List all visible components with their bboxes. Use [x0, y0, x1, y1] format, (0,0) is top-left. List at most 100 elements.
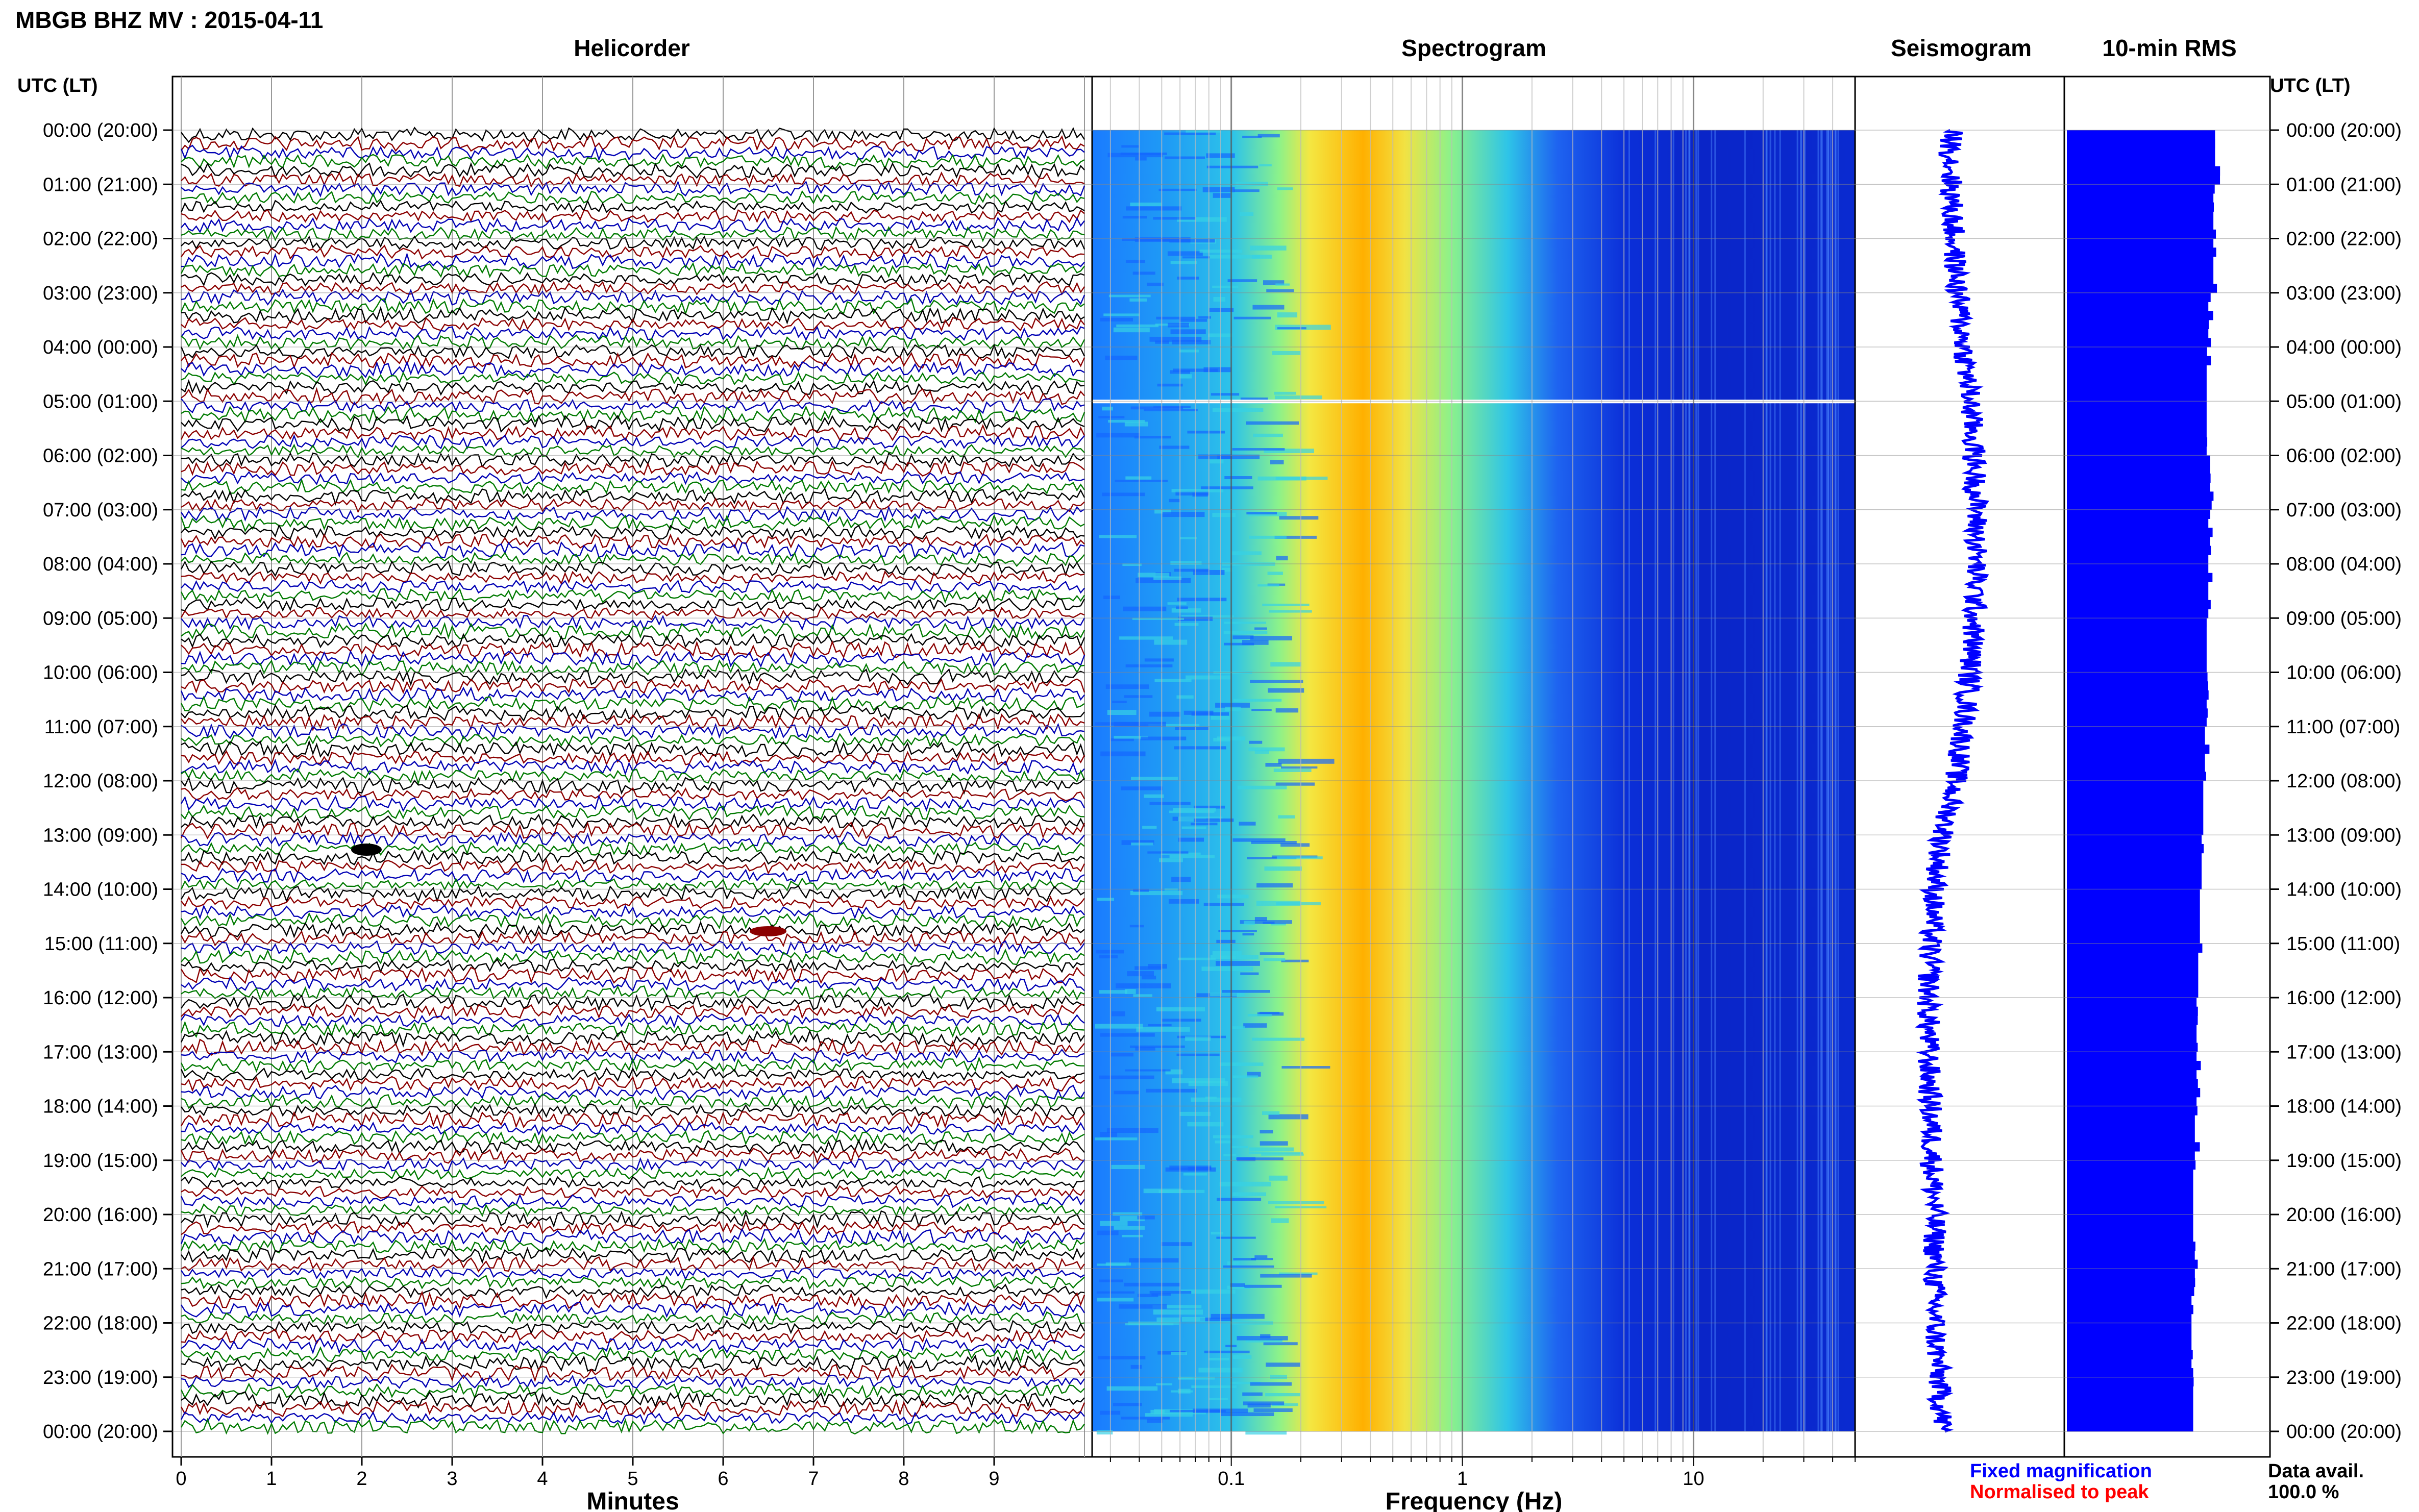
rms-subbar — [2067, 745, 2210, 754]
rms-subbar — [2067, 546, 2211, 555]
helicorder-trace — [181, 1283, 1085, 1299]
helicorder-trace — [181, 434, 1085, 450]
spectrogram-texture — [1275, 782, 1315, 786]
spectrogram-texture — [1254, 1255, 1268, 1258]
rms-subbar — [2067, 130, 2212, 140]
spectrogram-texture — [1133, 888, 1149, 892]
time-label-right: 13:00 (09:00) — [2286, 825, 2402, 846]
spectrogram-texture — [1149, 336, 1202, 342]
time-label-right: 11:00 (07:00) — [2286, 716, 2400, 738]
rms-subbar — [2067, 871, 2200, 881]
spectrogram-texture — [1132, 271, 1155, 275]
time-label-right: 04:00 (00:00) — [2286, 337, 2402, 358]
spectrogram-texture — [1110, 1053, 1133, 1057]
spectrogram-texture — [1208, 1357, 1229, 1360]
helicorder-trace — [181, 1185, 1085, 1199]
spectrogram-texture — [1186, 130, 1222, 133]
spectrogram-texture — [1223, 1154, 1237, 1156]
time-label-right: 15:00 (11:00) — [2286, 933, 2400, 955]
time-label-left: 22:00 (18:00) — [43, 1313, 158, 1334]
helicorder-xtick-label: 5 — [627, 1468, 638, 1490]
spectrogram-texture — [1257, 584, 1279, 587]
spectrogram-texture — [1179, 318, 1207, 322]
helicorder-trace — [180, 1418, 1085, 1435]
spectrogram-texture — [1224, 622, 1266, 624]
spectrogram-texture — [1232, 1355, 1252, 1359]
helicorder-trace — [181, 1364, 1085, 1382]
spectrogram-texture — [1245, 1339, 1282, 1343]
spectrogram-texture — [1153, 406, 1191, 408]
rms-subbar — [2067, 383, 2205, 393]
helicorder-trace — [181, 659, 1085, 677]
helicorder-trace — [181, 776, 1085, 795]
spectrogram-texture — [1188, 1167, 1212, 1171]
helicorder-trace — [180, 200, 1085, 214]
helicorder-trace — [181, 1093, 1085, 1110]
spectrogram-texture — [1205, 1096, 1217, 1099]
spectrogram-texture — [1254, 750, 1269, 754]
time-axes: 00:00 (20:00) 00:00 (20:00) 01:00 (21:00) 0… — [43, 120, 2402, 1443]
spectrogram-texture — [1111, 1164, 1145, 1170]
spectrogram-texture — [1211, 1231, 1223, 1235]
spectrogram-texture — [1271, 1218, 1289, 1223]
seismogram-title: Seismogram — [1891, 35, 2032, 61]
spectrogram-texture — [1275, 283, 1290, 286]
time-label-left: 01:00 (21:00) — [43, 174, 158, 195]
spectrogram-texture — [1130, 891, 1183, 896]
helicorder-trace — [180, 686, 1085, 704]
spectrogram-texture — [1187, 430, 1225, 434]
helicorder-trace — [181, 478, 1085, 495]
spectrogram-texture — [1275, 476, 1328, 480]
spectrogram-texture — [1099, 990, 1127, 994]
rms-subbar — [2067, 1097, 2194, 1106]
time-label-left: 09:00 (05:00) — [43, 608, 158, 629]
rms-subbar — [2067, 979, 2195, 989]
spectrogram-texture — [1125, 476, 1152, 480]
time-label-left: 05:00 (01:00) — [43, 391, 158, 412]
helicorder-trace — [181, 470, 1085, 486]
rms-subbar — [2067, 681, 2208, 691]
rms-subbar — [2067, 934, 2200, 944]
spectrogram-texture — [1213, 1135, 1253, 1138]
time-label-left: 16:00 (12:00) — [43, 987, 158, 1009]
spectrogram-texture — [1095, 1137, 1138, 1141]
spectrogram-texture — [1244, 921, 1255, 925]
spectrogram-texture — [1134, 436, 1171, 439]
helicorder-trace — [181, 551, 1085, 567]
spectrogram-texture — [1171, 608, 1201, 613]
time-label-left: 06:00 (02:00) — [43, 445, 158, 467]
helicorder-trace — [181, 940, 1085, 956]
time-label-left: 14:00 (10:00) — [43, 879, 158, 901]
rms-subbar — [2067, 1277, 2195, 1287]
spectrogram-texture — [1266, 289, 1294, 292]
helicorder-trace — [181, 1220, 1085, 1236]
rms-subbar — [2067, 1386, 2192, 1396]
rms-subbar — [2067, 943, 2203, 953]
spectrogram-xlabel: Frequency (Hz) — [1386, 1488, 1563, 1512]
spectrogram-texture — [1124, 1282, 1180, 1287]
spectrogram-texture — [1213, 193, 1231, 198]
rms-subbar — [2067, 464, 2209, 474]
rms-subbar — [2067, 735, 2203, 745]
spectrogram-texture — [1251, 709, 1272, 711]
rms-subbar — [2067, 139, 2215, 148]
spectrogram-texture — [1176, 695, 1194, 699]
seismogram-panel — [1854, 76, 2065, 1458]
spectrogram-texture — [1245, 1431, 1287, 1435]
spectrogram-texture — [1270, 460, 1284, 464]
spectrogram-texture — [1100, 1221, 1128, 1226]
time-label-right: 05:00 (01:00) — [2286, 391, 2402, 412]
helicorder-trace — [181, 614, 1085, 631]
spectrogram-texture — [1171, 1390, 1193, 1393]
spectrogram-texture — [1179, 350, 1199, 353]
rms-subbar — [2067, 202, 2214, 212]
helicorder-trace — [181, 1121, 1085, 1136]
helicorder-xtick-label: 8 — [898, 1468, 909, 1490]
rms-subbar — [2067, 1341, 2190, 1351]
spectrogram-texture — [1156, 1383, 1173, 1385]
spectrogram-texture — [1216, 1236, 1256, 1239]
spectrogram-texture — [1215, 703, 1250, 708]
spectrogram-texture — [1135, 1047, 1155, 1051]
spectrogram-texture — [1116, 983, 1171, 988]
spectrogram-texture — [1152, 1305, 1202, 1309]
